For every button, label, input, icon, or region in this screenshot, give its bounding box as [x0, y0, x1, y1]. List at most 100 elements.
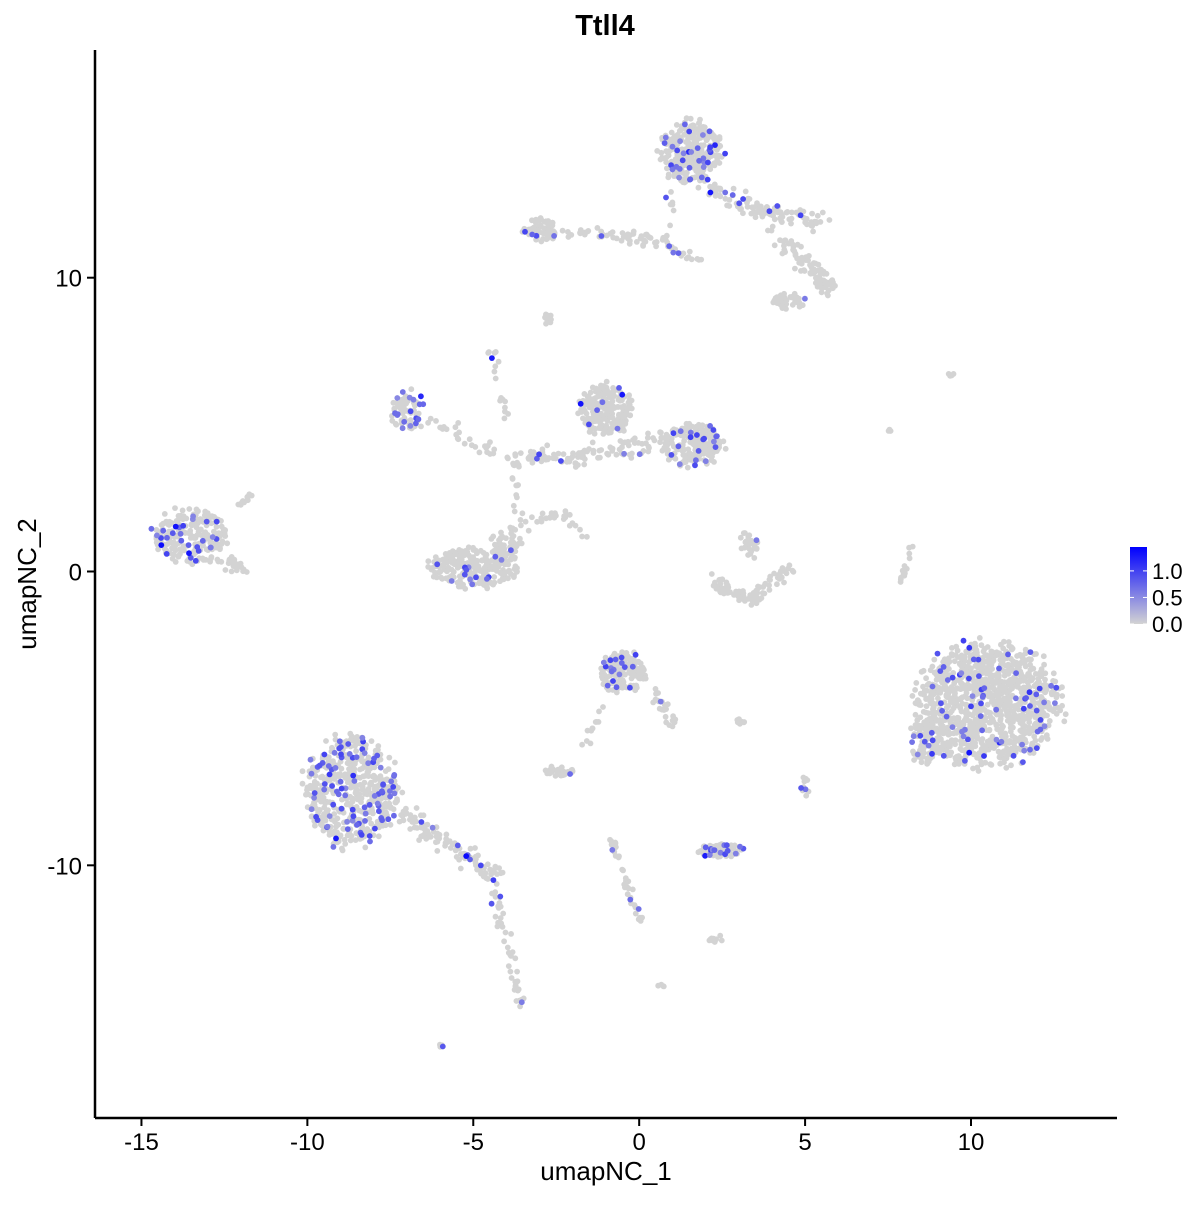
cell-point [502, 404, 508, 411]
cell-point [578, 454, 585, 460]
cell-point [415, 410, 422, 417]
expressing-cell-point [467, 576, 473, 583]
expressing-cell-point [939, 707, 945, 714]
cell-point [516, 463, 522, 470]
cell-point [1026, 719, 1033, 726]
cell-point [725, 584, 732, 591]
expressing-cell-point [376, 808, 382, 815]
expressing-cell-point [704, 176, 711, 183]
cell-point [366, 816, 373, 822]
cell-point [1001, 705, 1008, 711]
cell-point [724, 202, 730, 209]
cell-point [333, 823, 340, 830]
cell-point [679, 448, 686, 454]
cell-point [592, 719, 599, 725]
expressing-cell-point [966, 644, 973, 651]
cell-point [1001, 695, 1008, 702]
cell-point [583, 417, 589, 423]
expressing-cell-point [461, 571, 468, 578]
cell-point [455, 420, 462, 426]
cell-point [1018, 728, 1025, 735]
cell-point [215, 558, 222, 565]
expressing-cell-point [663, 194, 669, 201]
expressing-cell-point [688, 149, 695, 155]
cell-point [734, 717, 741, 723]
cell-point [1031, 699, 1038, 706]
expressing-cell-point [379, 788, 385, 795]
expressing-cell-point [929, 750, 935, 757]
expressing-cell-point [979, 694, 986, 700]
cell-point [609, 414, 616, 421]
expressing-cell-point [577, 400, 584, 407]
cell-point [615, 419, 622, 425]
cell-point [664, 165, 670, 172]
cell-point [718, 937, 725, 944]
expressing-cell-point [350, 772, 357, 779]
expressing-cell-point [336, 745, 343, 752]
cell-point [539, 510, 546, 517]
cell-point [560, 451, 567, 457]
cell-point [815, 267, 821, 274]
expressing-cell-point [938, 700, 944, 707]
cell-point [331, 811, 338, 817]
cell-point [745, 552, 751, 558]
cell-point [466, 436, 473, 443]
expressing-cell-point [710, 427, 717, 433]
cell-point [1030, 665, 1037, 672]
expressing-cell-point [1027, 703, 1033, 709]
cell-point [689, 423, 695, 430]
cell-point [575, 462, 581, 468]
cell-point [998, 652, 1005, 659]
expressing-cell-point [616, 671, 623, 678]
cell-point [510, 502, 517, 509]
expressing-cell-point [700, 436, 707, 443]
cell-point [662, 440, 669, 447]
cell-point [693, 137, 700, 144]
cell-point [450, 569, 457, 575]
cell-point [186, 530, 192, 537]
cell-point [365, 764, 372, 771]
cell-point [711, 181, 718, 188]
cell-point [779, 250, 786, 257]
cell-point [509, 475, 516, 481]
expressing-cell-point [661, 140, 668, 147]
expressing-cell-point [154, 532, 160, 539]
cell-point [359, 758, 365, 765]
cell-point [1011, 740, 1017, 747]
cell-point [1021, 723, 1028, 729]
expressing-cell-point [385, 816, 392, 823]
cell-point [319, 773, 326, 780]
expressing-cell-point [695, 448, 702, 454]
cell-point [702, 446, 708, 453]
cell-point [508, 975, 515, 981]
cell-point [660, 435, 667, 441]
cell-point [445, 564, 452, 571]
cell-point [953, 685, 960, 692]
cell-point [906, 555, 913, 562]
cell-point [761, 590, 768, 597]
cell-point [669, 201, 676, 208]
cell-point [927, 755, 934, 762]
cell-point [668, 129, 675, 136]
cell-point [920, 746, 927, 752]
cell-point [600, 704, 606, 710]
cell-point [598, 447, 605, 453]
cell-point [476, 449, 483, 456]
expressing-cell-point [199, 537, 206, 544]
cell-point [490, 581, 497, 588]
expressing-cell-point [627, 684, 633, 691]
cell-point [949, 645, 955, 651]
expressing-cell-point [203, 518, 210, 525]
cell-point [661, 444, 668, 451]
expressing-cell-point [394, 411, 401, 417]
cell-point [593, 402, 599, 408]
expressing-cell-point [917, 732, 924, 739]
cell-point [512, 983, 519, 990]
expressing-cell-point [1053, 684, 1060, 691]
expressing-cell-point [454, 842, 461, 849]
cell-point [330, 774, 337, 781]
cell-point [443, 831, 450, 838]
cell-point [914, 722, 920, 729]
cell-point [987, 710, 994, 716]
cell-point [766, 587, 773, 593]
